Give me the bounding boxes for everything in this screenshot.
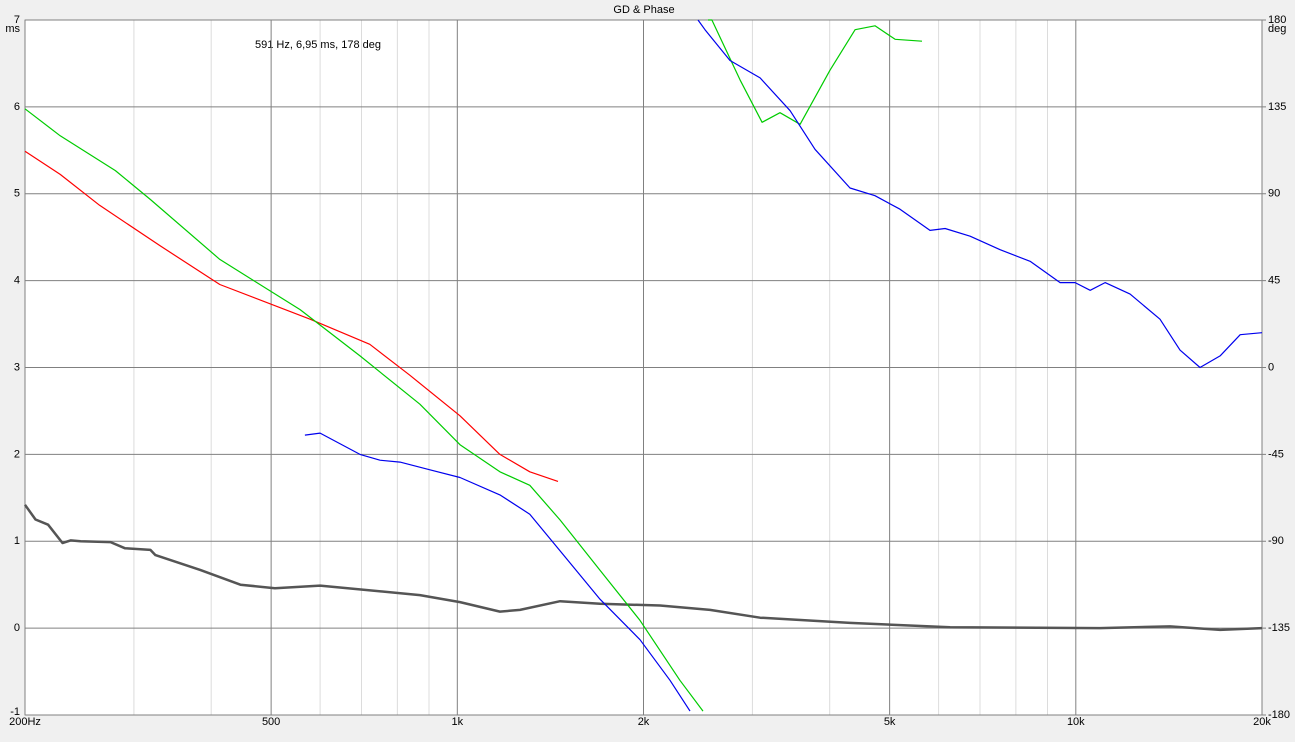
y2-tick-label: 0 xyxy=(1268,361,1274,373)
chart-title: GD & Phase xyxy=(613,4,674,16)
x-tick-label: 2k xyxy=(638,716,650,728)
y2-tick-label: -180 xyxy=(1268,709,1290,721)
grid xyxy=(24,19,1263,716)
x-tick-label: 200Hz xyxy=(9,716,41,728)
y2-tick-label: 90 xyxy=(1268,188,1280,200)
series-line xyxy=(24,19,923,712)
y-tick-label: 4 xyxy=(14,275,20,287)
y2-tick-label: -45 xyxy=(1268,448,1284,460)
x-tick-label: 10k xyxy=(1067,716,1085,728)
x-tick-label: 500 xyxy=(262,716,280,728)
x-tick-label: 20k xyxy=(1253,716,1271,728)
series-line xyxy=(24,150,559,482)
y2-axis-label: deg xyxy=(1268,23,1286,35)
annotation: 591 Hz, 6,95 ms, 178 deg xyxy=(255,39,381,51)
y-tick-label: 1 xyxy=(14,535,20,547)
y-tick-label: -1 xyxy=(10,706,20,718)
y-tick-label: 2 xyxy=(14,448,20,460)
y2-tick-label: -90 xyxy=(1268,535,1284,547)
y2-tick-label: 45 xyxy=(1268,275,1280,287)
y-tick-label: 5 xyxy=(14,188,20,200)
y-tick-label: 7 xyxy=(14,14,20,26)
series-line xyxy=(23,504,1263,632)
y-tick-label: 3 xyxy=(14,361,20,373)
series-line xyxy=(304,19,1263,712)
y-axis-label: ms xyxy=(5,23,20,35)
x-tick-label: 5k xyxy=(884,716,896,728)
y2-tick-label: -135 xyxy=(1268,622,1290,634)
y2-tick-label: 180 xyxy=(1268,14,1286,26)
y-tick-label: 6 xyxy=(14,101,20,113)
lines xyxy=(23,19,1263,712)
y-tick-label: 0 xyxy=(14,622,20,634)
y2-tick-label: 135 xyxy=(1268,101,1286,113)
x-tick-label: 1k xyxy=(452,716,464,728)
